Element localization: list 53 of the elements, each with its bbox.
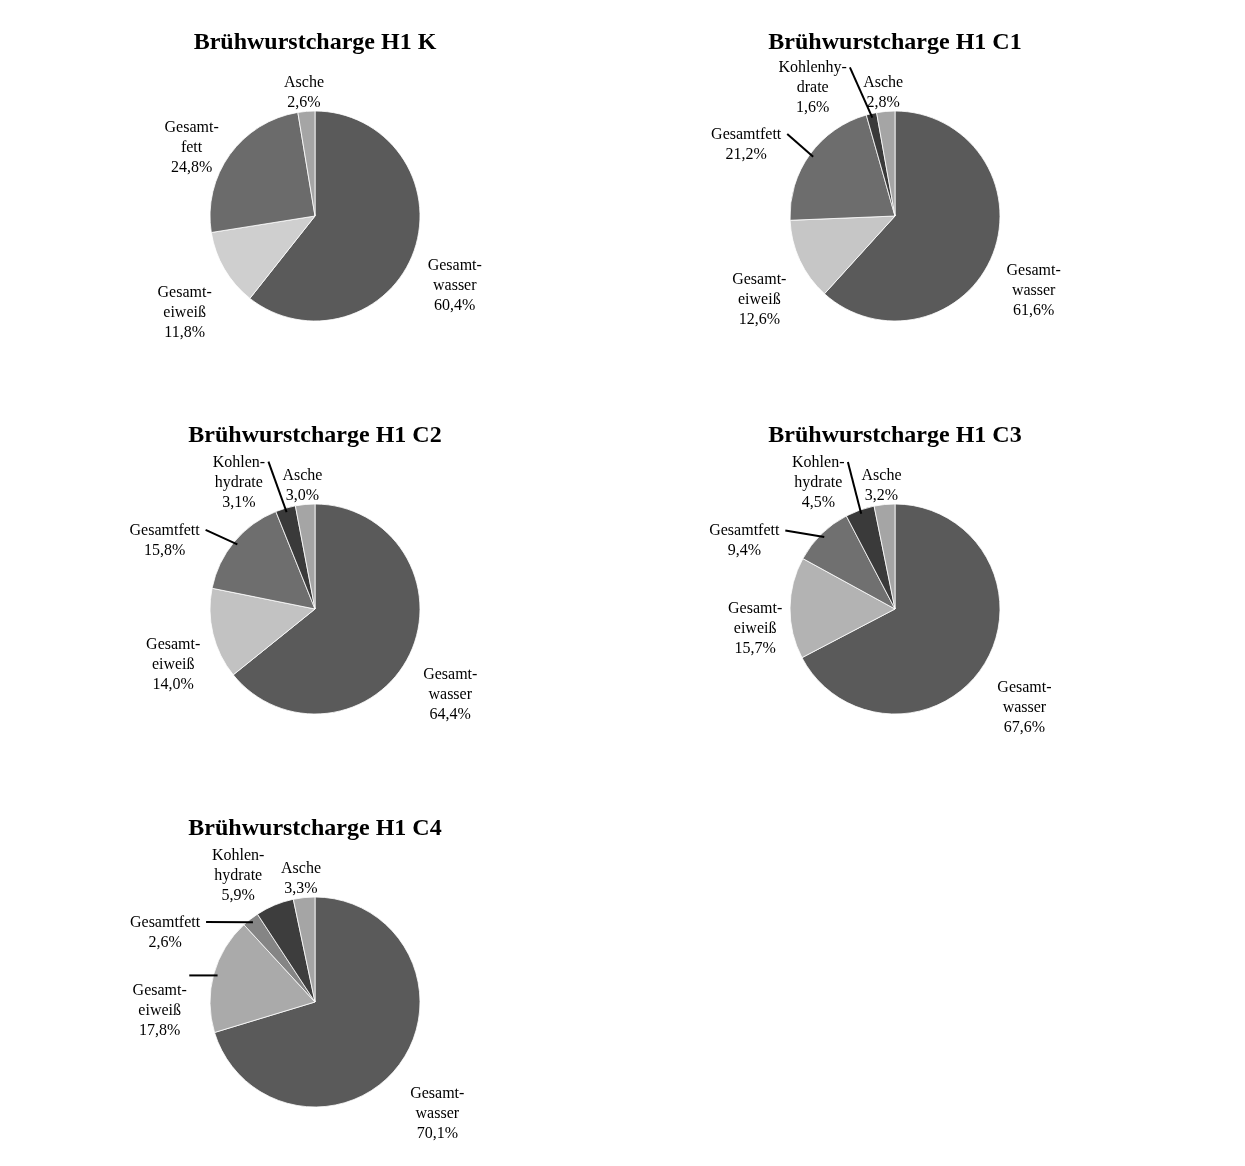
chart-title: Brühwurstcharge H1 C3	[768, 421, 1022, 447]
slice-label: Asche	[863, 72, 904, 90]
slice-label: Gesamtfett	[711, 124, 782, 142]
slice-label: Kohlenhy- drate	[778, 58, 847, 96]
data-label: 3,1%	[222, 492, 256, 510]
slice-label: Gesamt- fett	[164, 118, 219, 156]
data-label: 70,1%	[416, 1123, 458, 1141]
data-label: 24,8%	[170, 158, 213, 176]
data-label: 14,0%	[152, 674, 194, 692]
chart-title: Brühwurstcharge H1 K	[193, 28, 437, 54]
chart-title: Brühwurstcharge H1 C4	[188, 814, 442, 840]
slice-label: Gesamt- wasser	[423, 664, 478, 702]
slice-label: Gesamt- eiweiß	[728, 598, 783, 636]
slice-label: Asche	[861, 465, 902, 483]
slice-label: Gesamt- wasser	[1006, 260, 1061, 298]
slice-label: Gesamtfett	[129, 520, 201, 538]
slice-label: Gesamtfett	[709, 521, 780, 539]
slice-label: Asche	[281, 858, 321, 876]
data-label: 4,5%	[801, 492, 835, 510]
data-label: 5,9%	[221, 885, 255, 903]
slice-label: Gesamt- wasser	[410, 1083, 465, 1121]
chart-title: Brühwurstcharge H1 C2	[188, 421, 442, 447]
data-label: 11,8%	[164, 323, 205, 341]
data-label: 1,6%	[796, 98, 830, 116]
slice-label: Asche	[282, 465, 323, 483]
data-label: 15,8%	[143, 540, 186, 558]
data-label: 2,6%	[287, 92, 321, 110]
data-label: 9,4%	[727, 541, 761, 559]
slice-label: Asche	[283, 72, 324, 90]
slice-label: Gesamt- wasser	[427, 255, 482, 293]
data-label: 61,6%	[1012, 300, 1055, 318]
slice-label: Gesamt- eiweiß	[157, 283, 212, 321]
slice-label: Kohlen- hydrate	[792, 452, 845, 491]
slice-label: Gesamt- eiweiß	[132, 981, 187, 1019]
chart-title: Brühwurstcharge H1 C1	[768, 28, 1022, 54]
slice-label: Kohlen- hydrate	[212, 845, 265, 884]
data-label: 60,4%	[434, 295, 476, 313]
slice-label: Gesamt- eiweiß	[732, 270, 787, 308]
data-label: 64,4%	[429, 704, 471, 722]
data-label: 3,3%	[284, 878, 318, 896]
data-label: 3,2%	[864, 485, 899, 503]
data-label: 15,7%	[734, 638, 776, 656]
slice-label: Gesamt- wasser	[997, 678, 1052, 716]
data-label: 2,6%	[148, 932, 182, 950]
data-label: 21,2%	[725, 144, 767, 162]
slice-label: Gesamt- eiweiß	[146, 634, 201, 672]
data-label: 67,6%	[1003, 718, 1046, 736]
data-label: 2,8%	[866, 92, 900, 110]
data-label: 3,0%	[285, 485, 320, 503]
data-label: 12,6%	[738, 310, 780, 328]
slice-label: Kohlen- hydrate	[212, 452, 266, 491]
slice-label: Gesamtfett	[129, 912, 201, 930]
data-label: 17,8%	[139, 1021, 181, 1039]
